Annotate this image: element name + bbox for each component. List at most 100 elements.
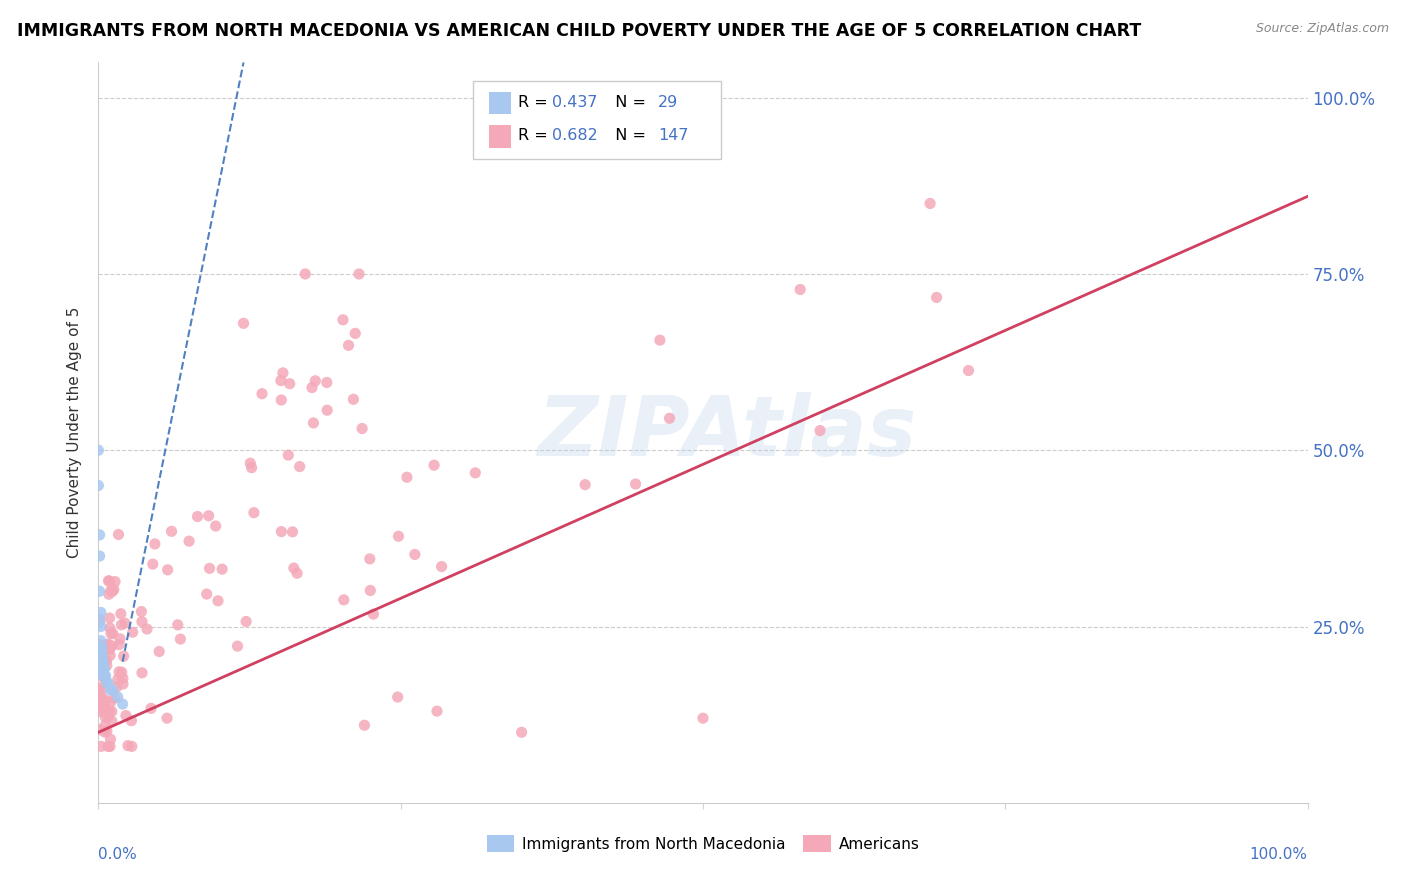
Point: [131, 605, 153, 619]
Point: [101, 683, 124, 698]
Point: [89, 549, 111, 563]
Point: [156, 711, 179, 725]
Point: [89, 612, 111, 626]
Text: Source: ZipAtlas.com: Source: ZipAtlas.com: [1256, 22, 1389, 36]
Point: [101, 705, 124, 719]
Point: [404, 548, 426, 562]
Point: [359, 552, 381, 566]
Point: [131, 665, 153, 680]
Point: [207, 594, 229, 608]
Point: [107, 673, 129, 687]
Point: [464, 466, 486, 480]
Point: [277, 448, 299, 462]
Point: [211, 562, 233, 576]
Point: [94, 693, 117, 707]
Point: [87, 478, 110, 492]
Point: [98, 621, 121, 635]
Point: [110, 607, 132, 621]
Point: [89, 699, 111, 714]
Point: [89, 691, 111, 706]
Point: [89, 615, 111, 629]
Point: [957, 363, 980, 377]
Point: [281, 524, 304, 539]
Point: [108, 632, 131, 646]
Point: [169, 632, 191, 646]
Point: [96, 658, 118, 673]
Text: 100.0%: 100.0%: [1250, 847, 1308, 863]
Point: [574, 477, 596, 491]
Point: [270, 392, 292, 407]
Point: [107, 690, 129, 704]
Point: [96, 653, 118, 667]
Point: [177, 534, 200, 549]
Text: 147: 147: [658, 128, 689, 144]
Point: [97, 676, 120, 690]
Point: [97, 709, 120, 723]
Point: [136, 622, 159, 636]
Point: [240, 460, 263, 475]
Point: [90, 633, 112, 648]
Point: [91, 662, 114, 676]
Point: [363, 607, 385, 621]
Point: [117, 739, 139, 753]
Point: [288, 459, 311, 474]
Point: [90, 690, 112, 704]
Text: 0.0%: 0.0%: [98, 847, 138, 863]
Point: [304, 374, 326, 388]
Point: [91, 682, 114, 697]
Point: [108, 638, 131, 652]
Point: [96, 676, 118, 690]
Point: [337, 338, 360, 352]
Point: [285, 566, 308, 581]
Point: [91, 670, 114, 684]
Text: 0.682: 0.682: [551, 128, 598, 144]
Point: [89, 640, 111, 655]
Point: [91, 662, 114, 676]
Point: [98, 739, 121, 754]
Point: [342, 392, 364, 407]
Point: [94, 725, 117, 739]
Point: [89, 723, 111, 737]
Point: [239, 456, 262, 470]
Point: [271, 366, 294, 380]
Text: N =: N =: [605, 128, 651, 144]
Point: [93, 662, 115, 676]
Point: [97, 637, 120, 651]
Point: [94, 706, 117, 720]
Point: [111, 665, 134, 680]
Point: [93, 671, 115, 685]
Point: [250, 386, 273, 401]
Point: [90, 662, 112, 676]
Point: [91, 669, 114, 683]
Text: R =: R =: [517, 128, 553, 144]
Point: [90, 665, 112, 679]
Point: [112, 649, 135, 664]
Point: [100, 626, 122, 640]
Point: [332, 313, 354, 327]
Point: [89, 584, 111, 599]
Point: [226, 639, 249, 653]
Point: [98, 642, 121, 657]
Point: [104, 574, 127, 589]
Point: [98, 704, 121, 718]
Point: [114, 616, 136, 631]
Point: [235, 615, 257, 629]
Point: [91, 693, 114, 707]
Point: [315, 376, 337, 390]
Point: [387, 690, 409, 704]
Point: [91, 655, 114, 669]
Point: [91, 702, 114, 716]
Point: [93, 661, 115, 675]
Point: [692, 711, 714, 725]
Point: [294, 267, 316, 281]
Point: [111, 697, 134, 711]
Point: [90, 648, 112, 662]
Point: [89, 637, 111, 651]
Point: [283, 561, 305, 575]
Point: [111, 677, 134, 691]
Point: [91, 650, 114, 665]
Point: [100, 683, 122, 698]
Point: [658, 411, 681, 425]
Point: [91, 655, 114, 669]
Point: [166, 618, 188, 632]
